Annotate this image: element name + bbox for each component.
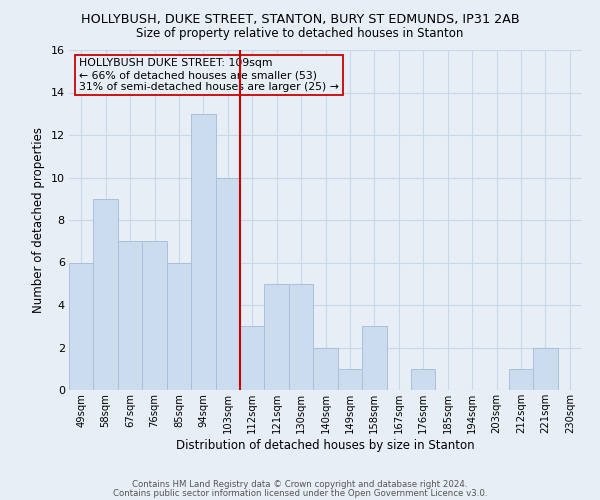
Bar bbox=[69, 262, 94, 390]
Bar bbox=[533, 348, 557, 390]
Bar bbox=[191, 114, 215, 390]
Bar bbox=[289, 284, 313, 390]
Text: Contains public sector information licensed under the Open Government Licence v3: Contains public sector information licen… bbox=[113, 488, 487, 498]
Bar bbox=[338, 369, 362, 390]
Text: HOLLYBUSH, DUKE STREET, STANTON, BURY ST EDMUNDS, IP31 2AB: HOLLYBUSH, DUKE STREET, STANTON, BURY ST… bbox=[80, 12, 520, 26]
Text: Contains HM Land Registry data © Crown copyright and database right 2024.: Contains HM Land Registry data © Crown c… bbox=[132, 480, 468, 489]
Bar bbox=[265, 284, 289, 390]
Text: HOLLYBUSH DUKE STREET: 109sqm
← 66% of detached houses are smaller (53)
31% of s: HOLLYBUSH DUKE STREET: 109sqm ← 66% of d… bbox=[79, 58, 339, 92]
Bar bbox=[118, 242, 142, 390]
Bar bbox=[509, 369, 533, 390]
Text: Size of property relative to detached houses in Stanton: Size of property relative to detached ho… bbox=[136, 28, 464, 40]
Bar bbox=[411, 369, 436, 390]
X-axis label: Distribution of detached houses by size in Stanton: Distribution of detached houses by size … bbox=[176, 438, 475, 452]
Bar bbox=[167, 262, 191, 390]
Bar bbox=[94, 198, 118, 390]
Bar bbox=[362, 326, 386, 390]
Bar bbox=[142, 242, 167, 390]
Y-axis label: Number of detached properties: Number of detached properties bbox=[32, 127, 45, 313]
Bar bbox=[240, 326, 265, 390]
Bar bbox=[215, 178, 240, 390]
Bar bbox=[313, 348, 338, 390]
